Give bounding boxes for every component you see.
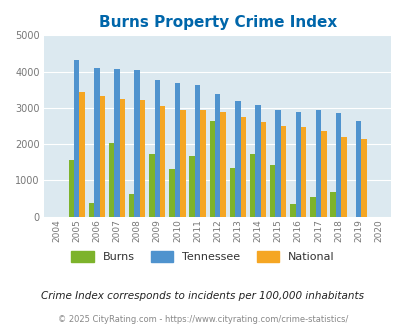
- Bar: [240, 117, 245, 217]
- Bar: [234, 101, 240, 217]
- Bar: [119, 99, 125, 217]
- Bar: [134, 70, 140, 217]
- Bar: [109, 144, 114, 217]
- Bar: [280, 126, 286, 217]
- Bar: [255, 105, 260, 217]
- Legend: Burns, Tennessee, National: Burns, Tennessee, National: [67, 247, 338, 267]
- Bar: [194, 85, 200, 217]
- Bar: [68, 160, 74, 217]
- Bar: [99, 96, 105, 217]
- Bar: [220, 112, 225, 217]
- Bar: [174, 83, 180, 217]
- Bar: [341, 137, 346, 217]
- Bar: [295, 112, 300, 217]
- Bar: [355, 121, 360, 217]
- Bar: [88, 203, 94, 217]
- Bar: [335, 113, 341, 217]
- Bar: [330, 192, 335, 217]
- Bar: [249, 154, 255, 217]
- Bar: [215, 94, 220, 217]
- Text: © 2025 CityRating.com - https://www.cityrating.com/crime-statistics/: © 2025 CityRating.com - https://www.city…: [58, 315, 347, 324]
- Bar: [79, 91, 85, 217]
- Text: Crime Index corresponds to incidents per 100,000 inhabitants: Crime Index corresponds to incidents per…: [41, 291, 364, 301]
- Bar: [260, 122, 266, 217]
- Bar: [209, 120, 215, 217]
- Bar: [129, 193, 134, 217]
- Bar: [140, 100, 145, 217]
- Bar: [290, 204, 295, 217]
- Bar: [160, 106, 165, 217]
- Bar: [149, 154, 154, 217]
- Bar: [180, 110, 185, 217]
- Bar: [189, 156, 194, 217]
- Bar: [74, 60, 79, 217]
- Bar: [315, 110, 320, 217]
- Bar: [200, 110, 205, 217]
- Bar: [269, 164, 275, 217]
- Bar: [275, 110, 280, 217]
- Bar: [154, 80, 160, 217]
- Bar: [300, 127, 306, 217]
- Bar: [169, 169, 174, 217]
- Title: Burns Property Crime Index: Burns Property Crime Index: [98, 15, 336, 30]
- Bar: [320, 131, 326, 217]
- Bar: [94, 68, 99, 217]
- Bar: [229, 168, 234, 217]
- Bar: [309, 197, 315, 217]
- Bar: [114, 69, 119, 217]
- Bar: [360, 139, 366, 217]
